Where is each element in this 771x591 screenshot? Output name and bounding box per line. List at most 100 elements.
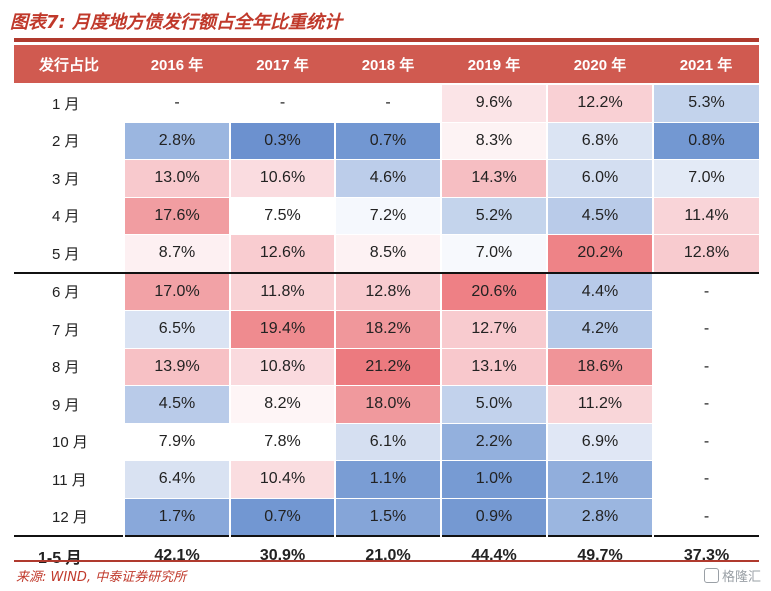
table-cell: 4.5% bbox=[546, 196, 653, 235]
header-cell: 2017 年 bbox=[230, 45, 335, 85]
table-cell: 17.6% bbox=[123, 196, 230, 235]
table-cell: 6.1% bbox=[334, 422, 441, 461]
table-cell: 12.8% bbox=[652, 234, 759, 274]
table-cell: 2.8% bbox=[546, 497, 653, 536]
table-cell: 11.4% bbox=[652, 196, 759, 235]
table-cell: 18.2% bbox=[334, 310, 441, 348]
table-cell: 18.6% bbox=[546, 347, 653, 386]
table-cell: 7.0% bbox=[652, 159, 759, 197]
table-row: 3 月 13.0% 10.6% 4.6% 14.3% 6.0% 7.0% bbox=[14, 159, 759, 197]
table-cell: 2.8% bbox=[123, 121, 230, 160]
table-cell: 9.6% bbox=[440, 83, 547, 122]
issuance-share-table: 发行占比 2016 年 2017 年 2018 年 2019 年 2020 年 … bbox=[14, 45, 759, 575]
table-cell: - bbox=[652, 310, 759, 348]
row-label: 9 月 bbox=[14, 385, 124, 423]
table-cell: 6.0% bbox=[546, 159, 653, 197]
total-cell: 42.1% bbox=[123, 535, 230, 575]
row-label: 5 月 bbox=[14, 234, 124, 274]
table-cell: 6.5% bbox=[123, 310, 230, 348]
table-row: 8 月 13.9% 10.8% 21.2% 13.1% 18.6% - bbox=[14, 347, 759, 386]
table-cell: - bbox=[652, 422, 759, 461]
table-row: 10 月 7.9% 7.8% 6.1% 2.2% 6.9% - bbox=[14, 422, 759, 461]
table-row: 9 月 4.5% 8.2% 18.0% 5.0% 11.2% - bbox=[14, 385, 759, 423]
table-cell: 21.2% bbox=[334, 347, 441, 386]
table-cell: - bbox=[652, 460, 759, 498]
table-cell: 8.7% bbox=[123, 234, 230, 274]
table-row: 4 月 17.6% 7.5% 7.2% 5.2% 4.5% 11.4% bbox=[14, 196, 759, 235]
table-cell: 17.0% bbox=[123, 272, 230, 311]
table-cell: 1.1% bbox=[334, 460, 441, 498]
row-label: 1 月 bbox=[14, 83, 124, 122]
watermark-logo-icon bbox=[703, 568, 719, 583]
table-cell: 8.3% bbox=[440, 121, 547, 160]
row-label: 2 月 bbox=[14, 121, 124, 160]
title-rule bbox=[14, 38, 759, 42]
table-cell: 20.6% bbox=[440, 272, 547, 311]
header-cell: 2020 年 bbox=[547, 45, 653, 85]
table-cell: 0.3% bbox=[229, 121, 335, 160]
row-label: 7 月 bbox=[14, 310, 124, 348]
table-cell: 11.8% bbox=[229, 272, 335, 311]
table-cell: - bbox=[229, 83, 335, 122]
total-cell: 44.4% bbox=[440, 535, 547, 575]
table-row: 6 月 17.0% 11.8% 12.8% 20.6% 4.4% - bbox=[14, 272, 759, 311]
total-row: 1-5 月 42.1% 30.9% 21.0% 44.4% 49.7% 37.3% bbox=[14, 535, 759, 575]
table-row: 2 月 2.8% 0.3% 0.7% 8.3% 6.8% 0.8% bbox=[14, 121, 759, 160]
table-cell: 7.2% bbox=[334, 196, 441, 235]
table-header-row: 发行占比 2016 年 2017 年 2018 年 2019 年 2020 年 … bbox=[14, 45, 759, 85]
table-cell: 14.3% bbox=[440, 159, 547, 197]
watermark: 格隆汇 bbox=[703, 566, 761, 585]
table-cell: 7.8% bbox=[229, 422, 335, 461]
table-cell: 6.8% bbox=[546, 121, 653, 160]
table-cell: 6.9% bbox=[546, 422, 653, 461]
row-label: 8 月 bbox=[14, 347, 124, 386]
table-row: 7 月 6.5% 19.4% 18.2% 12.7% 4.2% - bbox=[14, 310, 759, 348]
table-cell: - bbox=[652, 385, 759, 423]
table-cell: 13.9% bbox=[123, 347, 230, 386]
header-cell: 2019 年 bbox=[441, 45, 547, 85]
table-cell: 12.8% bbox=[334, 272, 441, 311]
table-cell: 5.3% bbox=[652, 83, 759, 122]
bottom-rule bbox=[14, 560, 759, 562]
table-cell: 5.0% bbox=[440, 385, 547, 423]
table-row: 5 月 8.7% 12.6% 8.5% 7.0% 20.2% 12.8% bbox=[14, 234, 759, 274]
row-label: 6 月 bbox=[14, 272, 124, 311]
table-cell: - bbox=[123, 83, 230, 122]
row-label: 4 月 bbox=[14, 196, 124, 235]
table-cell: 1.0% bbox=[440, 460, 547, 498]
table-cell: 0.8% bbox=[652, 121, 759, 160]
watermark-text: 格隆汇 bbox=[721, 570, 761, 585]
table-cell: 11.2% bbox=[546, 385, 653, 423]
table-cell: 7.5% bbox=[229, 196, 335, 235]
table-cell: 4.2% bbox=[546, 310, 653, 348]
table-cell: 20.2% bbox=[546, 234, 653, 274]
row-label: 3 月 bbox=[14, 159, 124, 197]
table-cell: 2.1% bbox=[546, 460, 653, 498]
source-note: 来源: WIND, 中泰证券研究所 bbox=[16, 570, 187, 585]
table-cell: - bbox=[334, 83, 441, 122]
total-cell: 37.3% bbox=[652, 535, 759, 575]
table-cell: 1.5% bbox=[334, 497, 441, 536]
header-cell: 2016 年 bbox=[124, 45, 230, 85]
header-cell: 2021 年 bbox=[653, 45, 759, 85]
chart-title: 图表7: 月度地方债发行额占全年比重统计 bbox=[10, 12, 342, 33]
table-cell: 13.1% bbox=[440, 347, 547, 386]
table-cell: 0.7% bbox=[229, 497, 335, 536]
total-cell: 21.0% bbox=[334, 535, 441, 575]
table-cell: 12.7% bbox=[440, 310, 547, 348]
table-cell: 10.8% bbox=[229, 347, 335, 386]
total-cell: 49.7% bbox=[546, 535, 653, 575]
table-cell: 7.9% bbox=[123, 422, 230, 461]
table-cell: 4.5% bbox=[123, 385, 230, 423]
table-row: 12 月 1.7% 0.7% 1.5% 0.9% 2.8% - bbox=[14, 497, 759, 536]
table-cell: 6.4% bbox=[123, 460, 230, 498]
header-cell: 发行占比 bbox=[14, 45, 124, 85]
table-cell: 19.4% bbox=[229, 310, 335, 348]
table-cell: 18.0% bbox=[334, 385, 441, 423]
table-cell: 13.0% bbox=[123, 159, 230, 197]
header-cell: 2018 年 bbox=[335, 45, 441, 85]
table-cell: 0.7% bbox=[334, 121, 441, 160]
table-cell: 10.6% bbox=[229, 159, 335, 197]
table-cell: 0.9% bbox=[440, 497, 547, 536]
table-cell: 4.6% bbox=[334, 159, 441, 197]
